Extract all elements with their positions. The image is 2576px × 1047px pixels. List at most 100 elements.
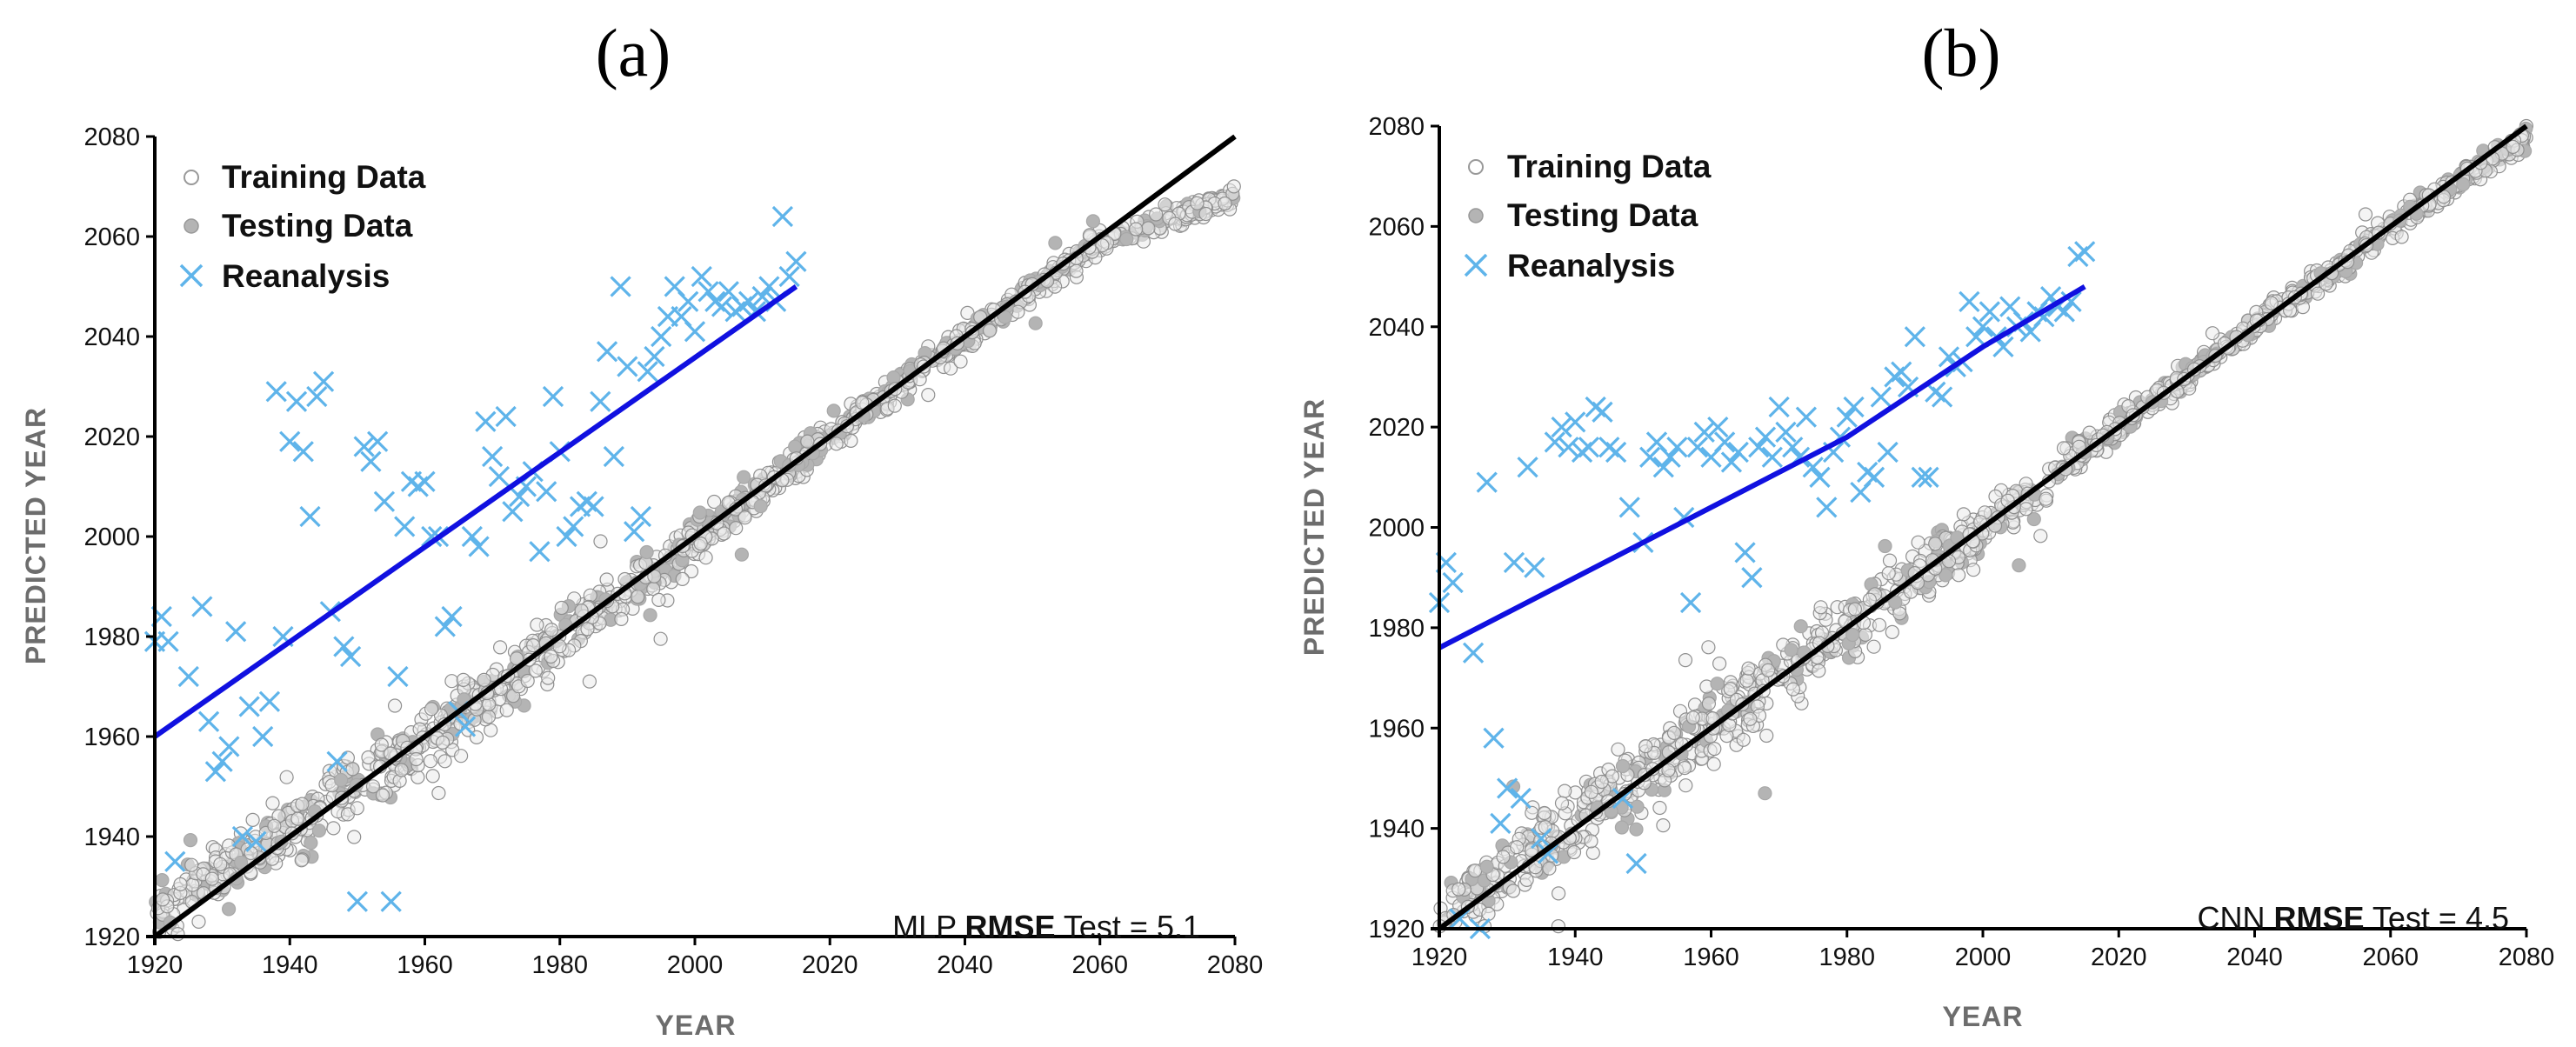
- reanalysis-point: [326, 750, 348, 772]
- reanalysis-point: [536, 481, 557, 503]
- testing-data-point: [2026, 511, 2041, 527]
- reanalysis-point: [1686, 437, 1709, 458]
- reanalysis-point: [1503, 551, 1525, 574]
- training-data-point: [631, 590, 645, 604]
- training-data-point: [431, 785, 446, 801]
- training-data-point: [184, 857, 199, 872]
- x-tick-label: 1940: [262, 951, 318, 979]
- reanalysis-point: [1748, 437, 1770, 458]
- testing-data-point: [639, 544, 654, 560]
- reanalysis-point: [204, 761, 226, 783]
- testing-data-point: [1878, 538, 1892, 554]
- training-data-point: [425, 769, 440, 784]
- training-data-point: [1129, 222, 1144, 237]
- training-data-point: [1542, 861, 1557, 876]
- legend-training-label: Training Data: [1507, 149, 1712, 184]
- reanalysis-point: [461, 525, 483, 548]
- training-data-point: [2311, 286, 2326, 301]
- reanalysis-point: [1904, 326, 1926, 348]
- training-data-point: [1190, 196, 1205, 210]
- testing-data-point: [2456, 177, 2471, 192]
- training-data-point: [1141, 221, 1156, 236]
- legend-training-label: Training Data: [222, 159, 426, 195]
- reanalysis-point: [218, 736, 240, 757]
- training-data-point: [1760, 663, 1776, 677]
- training-data-point: [394, 763, 409, 777]
- training-data-point: [982, 323, 998, 338]
- reanalysis-point: [360, 450, 382, 472]
- training-data-point: [294, 853, 309, 868]
- x-tick-label: 2020: [2091, 944, 2147, 971]
- x-tick-label: 2040: [2226, 944, 2283, 971]
- y-tick-label: 2000: [1368, 515, 1425, 543]
- training-data-point: [245, 812, 260, 828]
- training-data-point: [1928, 537, 1943, 551]
- training-data-point: [717, 526, 731, 541]
- testing-data-point: [1028, 316, 1043, 330]
- training-data-point: [361, 750, 376, 765]
- reanalysis-point: [1483, 727, 1505, 749]
- x-tick-label: 1940: [1547, 944, 1604, 971]
- reanalysis-point: [1605, 441, 1627, 463]
- training-data-point: [614, 611, 629, 627]
- training-data-point: [436, 735, 450, 750]
- panel-b-identity-line: [1438, 123, 2528, 931]
- reanalysis-point: [1442, 571, 1464, 594]
- reanalysis-point: [556, 525, 577, 548]
- reanalysis-point: [1659, 446, 1681, 468]
- reanalysis-point: [495, 405, 517, 428]
- x-tick-label: 1960: [397, 951, 453, 979]
- training-data-point: [1785, 682, 1800, 697]
- training-data-point: [481, 710, 497, 724]
- testing-data-point: [1479, 859, 1494, 874]
- reanalysis-point: [1720, 451, 1743, 473]
- reanalysis-point: [1843, 396, 1865, 418]
- reanalysis-point: [1911, 466, 1932, 488]
- training-data-point: [350, 801, 364, 816]
- x-tick-label: 1920: [1411, 944, 1468, 971]
- training-data-point: [409, 751, 424, 767]
- reanalysis-point: [1592, 401, 1613, 423]
- training-data-point: [1496, 850, 1511, 864]
- training-data-point: [295, 797, 310, 811]
- testing-data-point: [1793, 619, 1808, 634]
- reanalysis-point: [644, 345, 665, 368]
- training-data-point: [2056, 441, 2072, 456]
- testing-data-point: [234, 855, 249, 870]
- testing-data-point: [1085, 214, 1101, 229]
- reanalysis-point: [1679, 591, 1702, 614]
- reanalysis-point: [529, 541, 551, 563]
- training-data-point: [347, 830, 362, 844]
- reanalysis-point: [353, 436, 375, 457]
- testing-data-point: [311, 824, 326, 838]
- testing-data-point: [1629, 822, 1644, 837]
- training-data-point: [2394, 230, 2409, 244]
- y-tick-label: 2060: [1368, 213, 1425, 241]
- testing-data-point: [155, 872, 170, 888]
- testing-data-point: [2012, 557, 2026, 573]
- training-data-point: [1656, 817, 1671, 833]
- reanalysis-point: [630, 505, 652, 528]
- training-data-point: [424, 702, 439, 717]
- x-tick-label: 1920: [127, 951, 184, 979]
- reanalysis-point: [1741, 567, 1763, 589]
- reanalysis-point: [441, 605, 463, 628]
- training-data-point: [1638, 738, 1653, 754]
- reanalysis-point: [279, 430, 301, 452]
- reanalysis-point: [758, 276, 780, 297]
- training-data-point: [444, 674, 459, 689]
- x-tick-label: 2080: [2499, 944, 2555, 971]
- reanalysis-point: [1734, 542, 1756, 564]
- x-tick-label: 2060: [1071, 951, 1128, 979]
- reanalysis-point: [1809, 466, 1831, 488]
- training-data-point: [530, 617, 544, 632]
- reanalysis-point: [164, 850, 186, 872]
- training-data-point: [653, 631, 668, 646]
- training-data-point: [326, 821, 341, 836]
- training-data-point: [1585, 845, 1600, 860]
- training-data-point: [1813, 600, 1828, 615]
- testing-data-point: [1784, 643, 1799, 657]
- rmse-split: Test =: [2372, 900, 2457, 936]
- training-data-point: [173, 877, 188, 892]
